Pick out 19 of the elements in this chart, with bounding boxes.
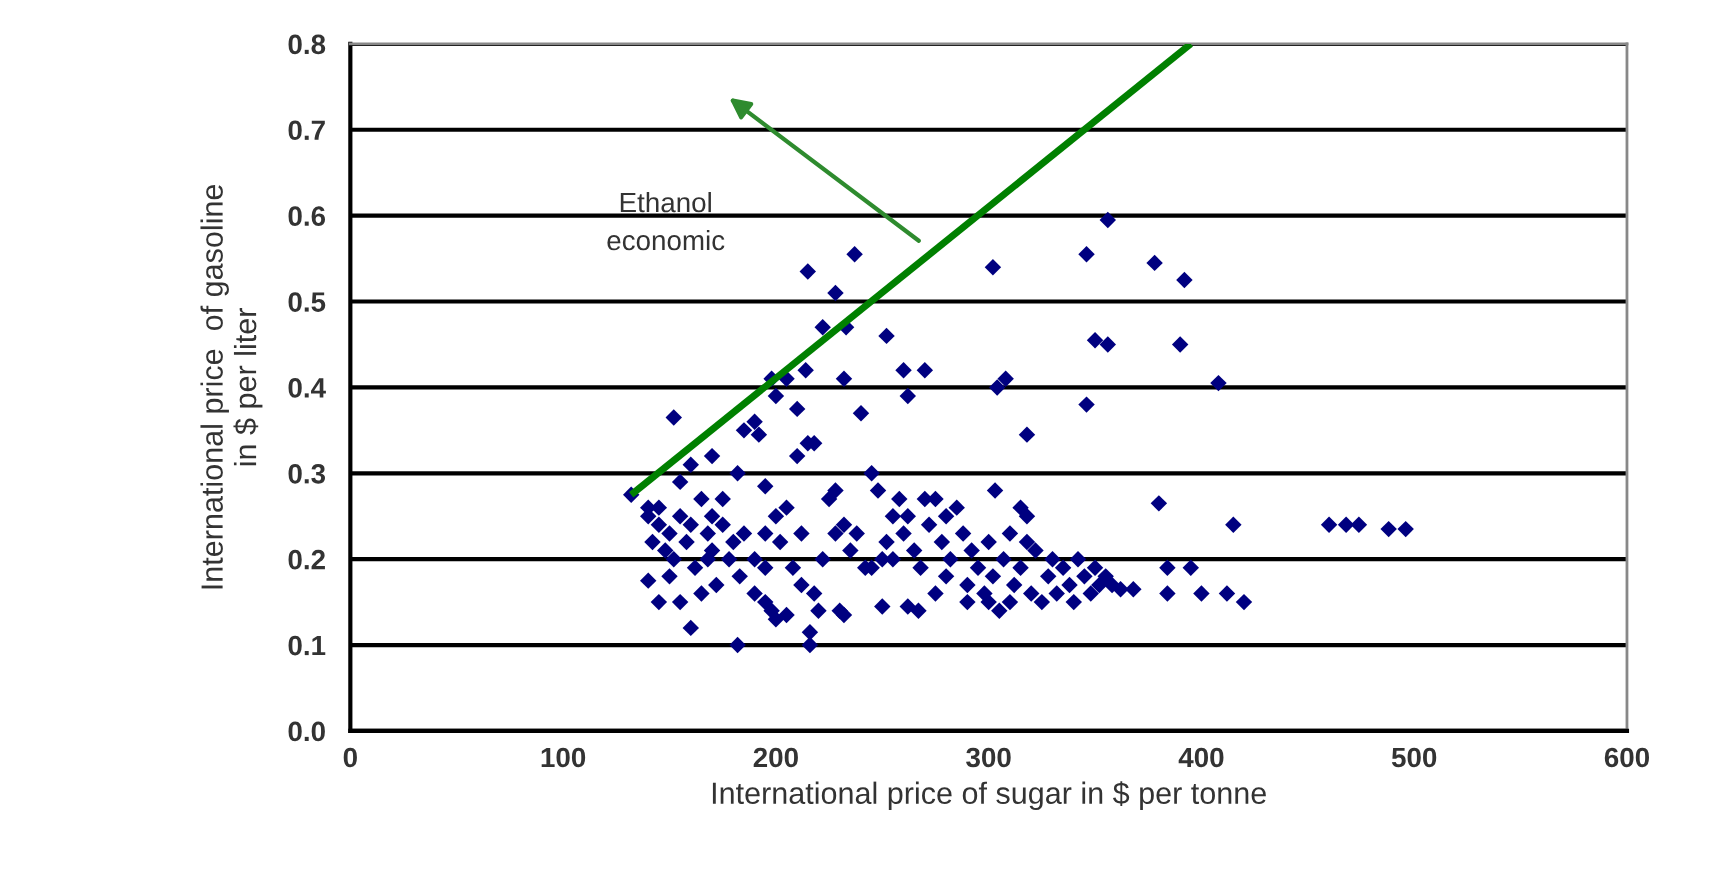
y-tick-label: 0.8 [288, 34, 326, 55]
y-tick-label: 0.5 [288, 292, 326, 312]
x-tick-label: 500 [1391, 747, 1437, 768]
x-tick-label: 300 [966, 747, 1011, 768]
y-tick-label: 0.4 [288, 378, 326, 398]
y-tick-label: 0.2 [288, 549, 325, 570]
x-tick-label: 200 [753, 747, 798, 768]
x-tick-label: 400 [1178, 747, 1224, 768]
y-tick-label: 0.6 [288, 206, 326, 226]
y-tick-label: 0.0 [288, 721, 325, 742]
y-tick-label: 0.7 [288, 120, 325, 141]
y-tick-label: 0.3 [288, 463, 326, 484]
x-tick-label: 100 [541, 747, 586, 768]
annotation: Ethanol economic [607, 191, 725, 251]
y-tick-label: 0.1 [288, 635, 326, 656]
x-axis-title: International price of sugar in $ per tonne [712, 781, 1266, 811]
x-tick-label: 0 [343, 747, 357, 768]
x-tick-label: 600 [1604, 747, 1649, 768]
y-axis-title: International price of gasoline in $ per liter [200, 184, 263, 589]
